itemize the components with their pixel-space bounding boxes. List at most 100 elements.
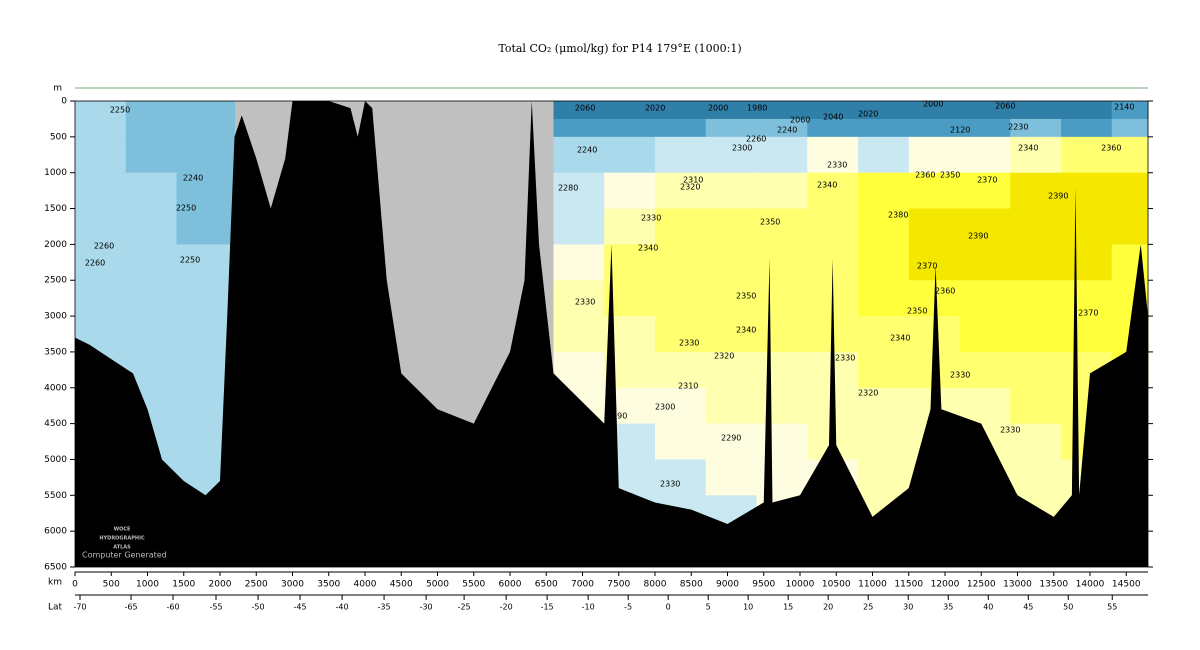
contour-label: 2310 [678,381,698,390]
field-cell [756,316,808,353]
field-cell [655,351,707,389]
contour-label: 2140 [1114,103,1134,112]
contour-label: 2340 [638,243,658,252]
field-cell [125,101,177,120]
credit: Computer Generated [82,551,167,560]
field-cell [176,136,235,174]
lat-tick-label: -45 [294,603,307,612]
contour-label: 2350 [940,170,960,179]
field-cell [655,316,707,353]
field-cell [1010,208,1062,245]
field-cell [858,101,910,120]
field-cell [705,244,757,281]
field-cell [1111,101,1149,120]
field-cell [858,244,910,281]
field-cell [705,136,757,174]
contour-label: 2230 [1008,123,1028,132]
field-cell [75,118,127,138]
lat-tick-label: 25 [863,603,873,612]
field-cell [1061,101,1113,120]
field-cell [553,244,605,281]
field-cell [176,244,235,281]
field-cell [858,280,910,317]
contour-label: 2320 [680,182,700,191]
contour-label: 2350 [907,306,927,315]
contour-label: 2350 [760,218,780,227]
field-cell [655,423,707,460]
field-cell [756,244,808,281]
field-cell [959,387,1011,425]
field-cell [125,172,177,210]
field-cell [858,459,910,496]
field-cell [1010,423,1062,460]
field-cell [1061,208,1113,245]
field-cell [959,208,1011,245]
x-tick-label: 7500 [607,580,630,590]
field-cell [1010,118,1062,138]
field-cell [858,316,910,353]
lat-tick-label: 5 [706,603,711,612]
field-cell [125,280,177,317]
contour-label: 2330 [641,214,661,223]
lat-tick-label: 45 [1023,603,1033,612]
y-tick-label: 6500 [44,563,67,573]
contour-label: 2290 [721,433,741,442]
field-cell [604,136,656,174]
contour-label: 2330 [835,353,855,362]
field-cell [756,101,808,120]
field-cell [705,172,757,210]
field-cell [604,118,656,138]
contour-label: 2390 [1048,191,1068,200]
lat-tick-label: 20 [823,603,833,612]
field-cell [705,459,757,496]
contour-label: 2250 [176,203,196,212]
lat-tick-label: -50 [252,603,265,612]
contour-label: 2300 [732,143,752,152]
lat-tick-label: 30 [903,603,913,612]
x-tick-label: 3500 [317,580,340,590]
field-cell [807,136,859,174]
x-tick-label: 4500 [390,580,413,590]
field-cell [959,172,1011,210]
field-cell [75,208,127,245]
field-cell [655,280,707,317]
field-cell [807,118,859,138]
field-cell [705,387,757,425]
x-tick-label: 10500 [822,580,851,590]
field-cell [553,208,605,245]
field-cell [1010,172,1062,210]
contour-label: 2260 [85,259,105,268]
field-cell [125,316,177,353]
field-cell [176,118,235,138]
lat-tick-label: -30 [420,603,433,612]
field-cell [176,280,235,317]
contour-label: 2370 [977,176,997,185]
field-cell [858,351,910,389]
x-tick-label: 14000 [1076,580,1105,590]
field-cell [176,208,235,245]
field-cell [655,387,707,425]
field-cell [959,101,1011,120]
contour-label: 2300 [655,402,675,411]
x-tick-label: 5500 [462,580,485,590]
x-tick-label: 10000 [786,580,815,590]
contour-label: 2330 [827,161,847,170]
contour-label: 2310 [683,176,703,185]
contour-label: 2250 [110,105,130,114]
y-tick-label: 5000 [44,455,67,465]
contour-label: 2360 [935,286,955,295]
lat-tick-label: -35 [378,603,391,612]
contour-label: 2360 [915,170,935,179]
lat-tick-label: 40 [983,603,993,612]
x-tick-label: 12500 [967,580,996,590]
y-tick-label: 4500 [44,419,67,429]
field-cell [1111,118,1149,138]
field-cell [858,118,910,138]
field-cell [1010,387,1062,425]
field-cell [908,208,960,245]
field-cell [1061,118,1113,138]
field-cell [959,351,1011,389]
field-cell [1010,280,1062,317]
lat-tick-label: -60 [166,603,179,612]
field-cell [908,244,960,281]
